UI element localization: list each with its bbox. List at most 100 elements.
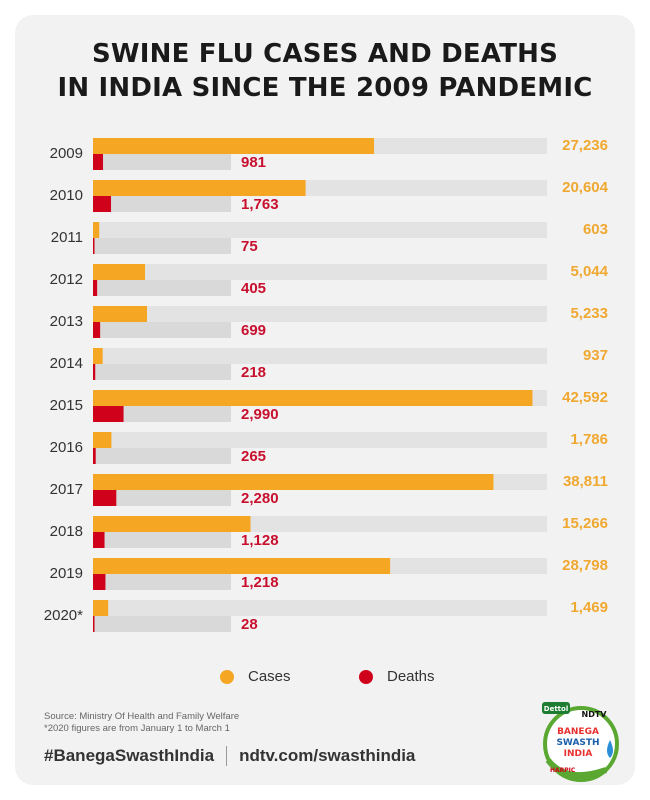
logo-harpic-text: HARPIC bbox=[550, 767, 576, 774]
source-line: Source: Ministry Of Health and Family We… bbox=[44, 711, 240, 722]
chart-title: SWINE FLU CASES AND DEATHS IN INDIA SINC… bbox=[0, 37, 650, 105]
deaths-track bbox=[93, 154, 231, 170]
chart-row-2020: 2020* 1,469 28 bbox=[44, 599, 608, 633]
legend-item-deaths: Deaths bbox=[359, 668, 435, 685]
banega-swasth-india-logo: Dettol NDTV BANEGA SWASTH INDIA HARPIC bbox=[542, 702, 619, 782]
title-line-2: IN INDIA SINCE THE 2009 PANDEMIC bbox=[57, 73, 593, 103]
chart-row-2014: 2014 937 218 bbox=[50, 347, 608, 381]
legend-dot-cases bbox=[220, 669, 234, 684]
year-label: 2020* bbox=[44, 607, 83, 624]
deaths-bar bbox=[93, 196, 112, 212]
cases-track bbox=[93, 432, 547, 448]
cases-bar bbox=[93, 432, 112, 448]
footer-url: ndtv.com/swasthindia bbox=[239, 746, 416, 765]
deaths-bar bbox=[93, 532, 105, 548]
year-label: 2013 bbox=[50, 313, 83, 330]
deaths-value-label: 75 bbox=[241, 238, 258, 255]
deaths-bar bbox=[93, 364, 96, 380]
deaths-value-label: 699 bbox=[241, 322, 266, 339]
chart-row-2010: 2010 20,604 1,763 bbox=[50, 179, 609, 213]
cases-track bbox=[93, 306, 547, 322]
footer-divider bbox=[226, 746, 228, 766]
cases-value-label: 28,798 bbox=[562, 557, 608, 574]
footer-hashtag: #BanegaSwasthIndia bbox=[44, 746, 215, 765]
deaths-bar bbox=[93, 154, 104, 170]
cases-bar bbox=[93, 222, 100, 238]
deaths-value-label: 28 bbox=[241, 616, 258, 633]
cases-track bbox=[93, 264, 547, 280]
deaths-value-label: 218 bbox=[241, 364, 266, 381]
deaths-track bbox=[93, 196, 231, 212]
deaths-track bbox=[93, 574, 231, 590]
chart-row-2011: 2011 603 75 bbox=[51, 221, 608, 255]
footnote-line: *2020 figures are from January 1 to Marc… bbox=[44, 723, 230, 734]
cases-bar bbox=[93, 264, 146, 280]
footer: #BanegaSwasthIndia ndtv.com/swasthindia bbox=[44, 746, 415, 766]
cases-bar bbox=[93, 600, 109, 616]
cases-track bbox=[93, 222, 547, 238]
cases-value-label: 42,592 bbox=[562, 389, 608, 406]
chart-row-2016: 2016 1,786 265 bbox=[50, 431, 608, 465]
deaths-value-label: 981 bbox=[241, 154, 266, 171]
cases-bar bbox=[93, 180, 306, 196]
cases-value-label: 937 bbox=[583, 347, 608, 364]
chart-row-2018: 2018 15,266 1,128 bbox=[50, 515, 608, 549]
source-note: Source: Ministry Of Health and Family We… bbox=[44, 711, 239, 735]
year-label: 2017 bbox=[50, 481, 83, 498]
year-label: 2014 bbox=[50, 355, 83, 372]
deaths-track bbox=[93, 490, 231, 506]
deaths-track bbox=[93, 238, 231, 254]
deaths-value-label: 1,763 bbox=[241, 196, 279, 213]
deaths-bar bbox=[93, 448, 96, 464]
year-label: 2019 bbox=[50, 565, 83, 582]
deaths-value-label: 2,280 bbox=[241, 490, 279, 507]
logo-dettol-text: Dettol bbox=[544, 705, 568, 713]
deaths-value-label: 265 bbox=[241, 448, 266, 465]
legend-dot-deaths bbox=[359, 669, 373, 684]
deaths-bar bbox=[93, 280, 98, 296]
cases-bar bbox=[93, 138, 375, 154]
year-label: 2012 bbox=[50, 271, 83, 288]
deaths-track bbox=[93, 448, 231, 464]
cases-bar bbox=[93, 306, 147, 322]
chart-row-2009: 2009 27,236 981 bbox=[50, 137, 608, 171]
cases-value-label: 20,604 bbox=[562, 179, 609, 196]
cases-value-label: 1,469 bbox=[570, 599, 608, 616]
logo-dettol-badge bbox=[542, 702, 570, 714]
chart-row-2013: 2013 5,233 699 bbox=[50, 305, 608, 339]
chart-row-2012: 2012 5,044 405 bbox=[50, 263, 609, 297]
deaths-bar bbox=[93, 406, 124, 422]
deaths-bar bbox=[93, 616, 95, 632]
cases-value-label: 15,266 bbox=[562, 515, 608, 532]
cases-value-label: 27,236 bbox=[562, 137, 608, 154]
legend: Cases Deaths bbox=[0, 668, 650, 688]
chart-row-2019: 2019 28,798 1,218 bbox=[50, 557, 608, 591]
year-label: 2015 bbox=[50, 397, 83, 414]
legend-label-deaths: Deaths bbox=[387, 668, 435, 685]
cases-value-label: 1,786 bbox=[570, 431, 608, 448]
deaths-track bbox=[93, 532, 231, 548]
logo-line-3: INDIA bbox=[564, 749, 593, 759]
deaths-track bbox=[93, 364, 231, 380]
logo-line-1: BANEGA bbox=[557, 727, 599, 737]
cases-value-label: 5,044 bbox=[570, 263, 608, 280]
cases-bar bbox=[93, 390, 533, 406]
year-label: 2018 bbox=[50, 523, 83, 540]
year-label: 2016 bbox=[50, 439, 83, 456]
cases-bar bbox=[93, 348, 103, 364]
cases-value-label: 5,233 bbox=[570, 305, 608, 322]
logo-hand-icon bbox=[545, 758, 607, 779]
deaths-bar bbox=[93, 490, 117, 506]
cases-bar bbox=[93, 516, 251, 532]
legend-item-cases: Cases bbox=[220, 668, 291, 685]
deaths-bar bbox=[93, 574, 106, 590]
year-label: 2010 bbox=[50, 187, 83, 204]
deaths-value-label: 1,128 bbox=[241, 532, 279, 549]
cases-value-label: 603 bbox=[583, 221, 608, 238]
title-line-1: SWINE FLU CASES AND DEATHS bbox=[91, 39, 559, 69]
deaths-track bbox=[93, 616, 231, 632]
logo-ring bbox=[543, 706, 619, 782]
logo-line-2: SWASTH bbox=[556, 738, 599, 748]
cases-bar bbox=[93, 558, 391, 574]
